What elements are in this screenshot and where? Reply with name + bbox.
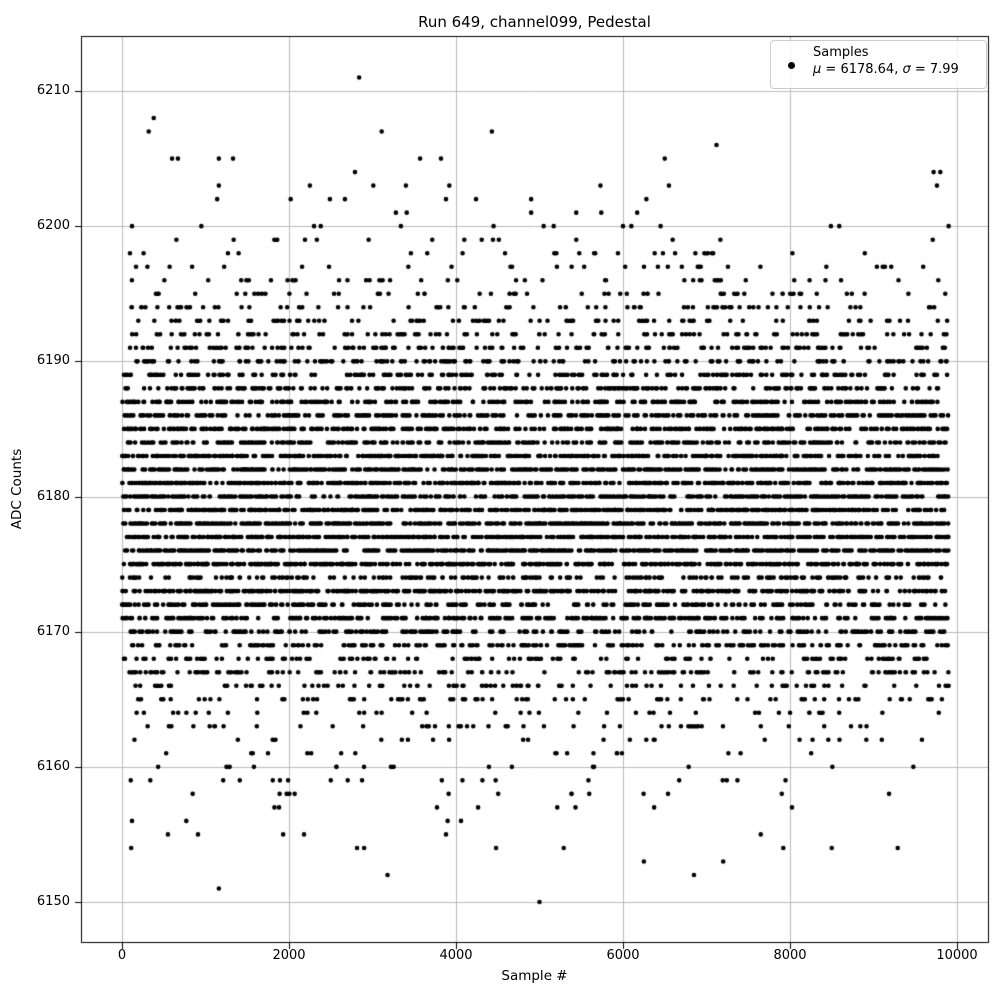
x-axis-label: Sample #	[501, 968, 568, 984]
legend-sigma-symbol: σ	[902, 62, 911, 77]
x-tick-label: 2000	[272, 948, 306, 963]
x-tick-label: 4000	[439, 948, 473, 963]
legend-sample-marker-icon	[788, 62, 795, 69]
y-tick-label: 6170	[36, 623, 70, 639]
y-tick-label: 6200	[36, 218, 70, 234]
legend-mu-symbol: μ	[813, 62, 822, 77]
legend-stats-line: μ = 6178.64, σ = 7.99	[813, 61, 959, 78]
y-tick-label: 6160	[36, 758, 70, 774]
y-tick-label: 6150	[36, 894, 70, 909]
chart-title: Run 649, channel099, Pedestal	[418, 13, 651, 31]
y-tick-label: 6190	[36, 353, 70, 369]
x-tick-label: 8000	[773, 948, 807, 963]
x-tick-label: 10000	[936, 948, 978, 963]
y-tick-label: 6180	[36, 488, 70, 504]
legend-sigma-value: = 7.99	[910, 62, 959, 77]
y-tick-label: 6210	[36, 83, 70, 98]
x-tick-label: 6000	[606, 948, 640, 963]
legend-mu-value: = 6178.64,	[821, 62, 903, 77]
legend-label: Samples	[813, 45, 869, 60]
x-tick-label: 0	[117, 948, 127, 963]
legend-text: Samples μ = 6178.64, σ = 7.99	[813, 44, 959, 78]
legend: Samples μ = 6178.64, σ = 7.99	[770, 40, 987, 89]
